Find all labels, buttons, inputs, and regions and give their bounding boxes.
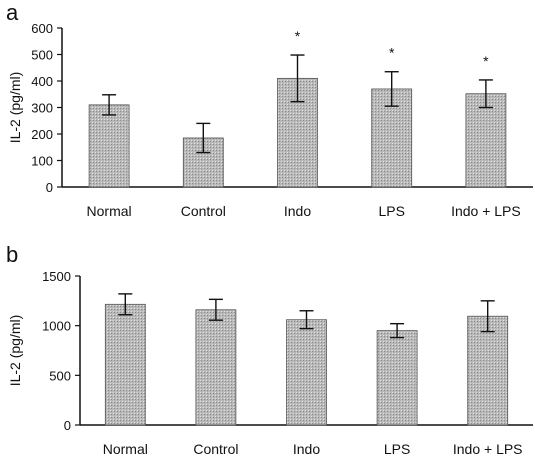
y-tick-label: 1500 bbox=[42, 269, 71, 284]
panel-b: b IL-2 (pg/ml) 0 500 1000 1500 Normal Control In… bbox=[6, 242, 533, 457]
panel-letter: b bbox=[6, 242, 18, 267]
y-tick-label: 600 bbox=[31, 21, 53, 36]
x-tick-label: Control bbox=[181, 203, 226, 219]
bar bbox=[88, 104, 130, 188]
x-tick-label: LPS bbox=[384, 441, 410, 457]
bar bbox=[195, 309, 237, 426]
panel-letter: a bbox=[6, 0, 19, 25]
y-tick-label: 500 bbox=[49, 368, 71, 383]
x-tick-label: Indo bbox=[284, 203, 311, 219]
x-tick-label: Normal bbox=[87, 203, 132, 219]
y-tick-label: 200 bbox=[31, 127, 53, 142]
y-tick-label: 300 bbox=[31, 101, 53, 116]
y-tick-label: 400 bbox=[31, 74, 53, 89]
y-tick-label: 500 bbox=[31, 48, 53, 63]
y-tick-label: 100 bbox=[31, 154, 53, 169]
x-tick-label: LPS bbox=[378, 203, 404, 219]
y-tick-label: 1000 bbox=[42, 319, 71, 334]
bar bbox=[104, 303, 146, 426]
y-axis-label: IL-2 (pg/ml) bbox=[7, 315, 23, 387]
panel-a: a IL-2 (pg/ml) 0 100 200 300 400 500 600 Normal Co… bbox=[6, 0, 533, 219]
bar bbox=[467, 315, 509, 426]
x-tick-label: Indo + LPS bbox=[451, 203, 521, 219]
x-tick-label: Control bbox=[193, 441, 238, 457]
significance-marker: * bbox=[483, 53, 489, 69]
y-tick-label: 0 bbox=[46, 180, 53, 195]
x-tick-label: Normal bbox=[103, 441, 148, 457]
y-tick-label: 0 bbox=[64, 418, 71, 433]
x-tick-label: Indo bbox=[293, 441, 320, 457]
y-axis-label: IL-2 (pg/ml) bbox=[7, 72, 23, 144]
significance-marker: * bbox=[295, 28, 301, 44]
x-tick-label: Indo + LPS bbox=[453, 441, 523, 457]
bar bbox=[286, 319, 327, 426]
bar bbox=[376, 330, 418, 426]
significance-marker: * bbox=[389, 45, 395, 61]
